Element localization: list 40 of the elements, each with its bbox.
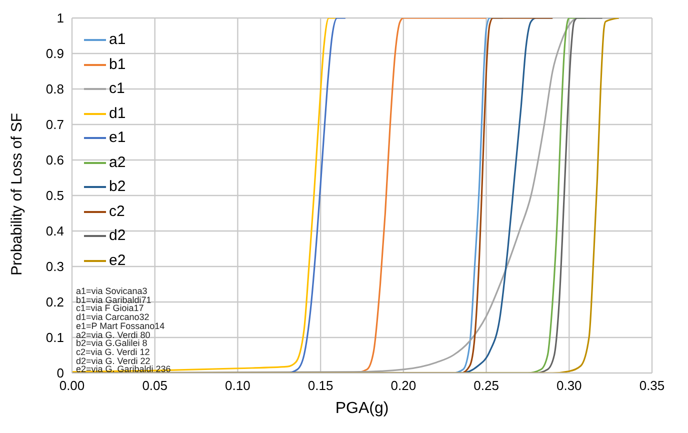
annotation: d1=via Carcano32 [76,312,150,322]
y-tick-label: 1 [56,10,64,26]
legend-label: a2 [109,152,126,172]
legend-label: c1 [109,79,125,99]
legend-label: d1 [109,104,126,124]
x-tick-label: 0.20 [390,378,416,394]
x-tick-label: 0.05 [142,378,168,394]
y-tick-label: 0.2 [46,294,64,310]
annotation: a2=via G. Verdi 80 [76,330,152,340]
y-axis-title: Probability of Loss of SF [8,112,26,276]
annotation: c1=via F Gioia17 [76,303,144,314]
y-tick-label: 0.3 [46,259,64,274]
annotation: b2=via G.Galilei 8 [76,338,148,348]
legend-label: e2 [109,250,126,270]
annotation: b1=via Garibaldi71 [76,294,152,305]
legend-label: e1 [109,128,126,148]
y-tick-label: 0.4 [46,224,64,239]
legend-label: b1 [109,54,126,74]
y-tick-label: 0 [56,366,64,381]
annotation: d2=via G. Verdi 22 [76,356,150,366]
x-tick-label: 0.15 [308,378,334,394]
x-tick-label: 0.30 [556,378,582,394]
legend-label: a1 [109,30,126,50]
y-tick-label: 0.1 [46,330,64,346]
annotation: e1=P Mart Fossano14 [76,320,166,331]
annotation: c2=via G. Verdi 12 [76,346,151,357]
y-tick-label: 0.5 [46,188,64,204]
y-tick-label: 0.6 [46,152,64,168]
legend-label: b2 [109,177,126,197]
x-tick-label: 0.00 [59,378,85,394]
y-tick-label: 0.8 [46,82,64,97]
x-tick-label: 0.10 [225,378,250,394]
y-tick-label: 0.9 [46,46,64,62]
legend-label: c2 [109,202,125,222]
annotation: a1=via Sovicana3 [76,286,148,296]
x-tick-label: 0.35 [639,378,665,394]
x-axis-title: PGA(g) [335,400,389,417]
y-tick-label: 0.7 [46,117,64,132]
x-tick-label: 0.25 [474,378,499,394]
legend-label: d2 [109,226,126,246]
